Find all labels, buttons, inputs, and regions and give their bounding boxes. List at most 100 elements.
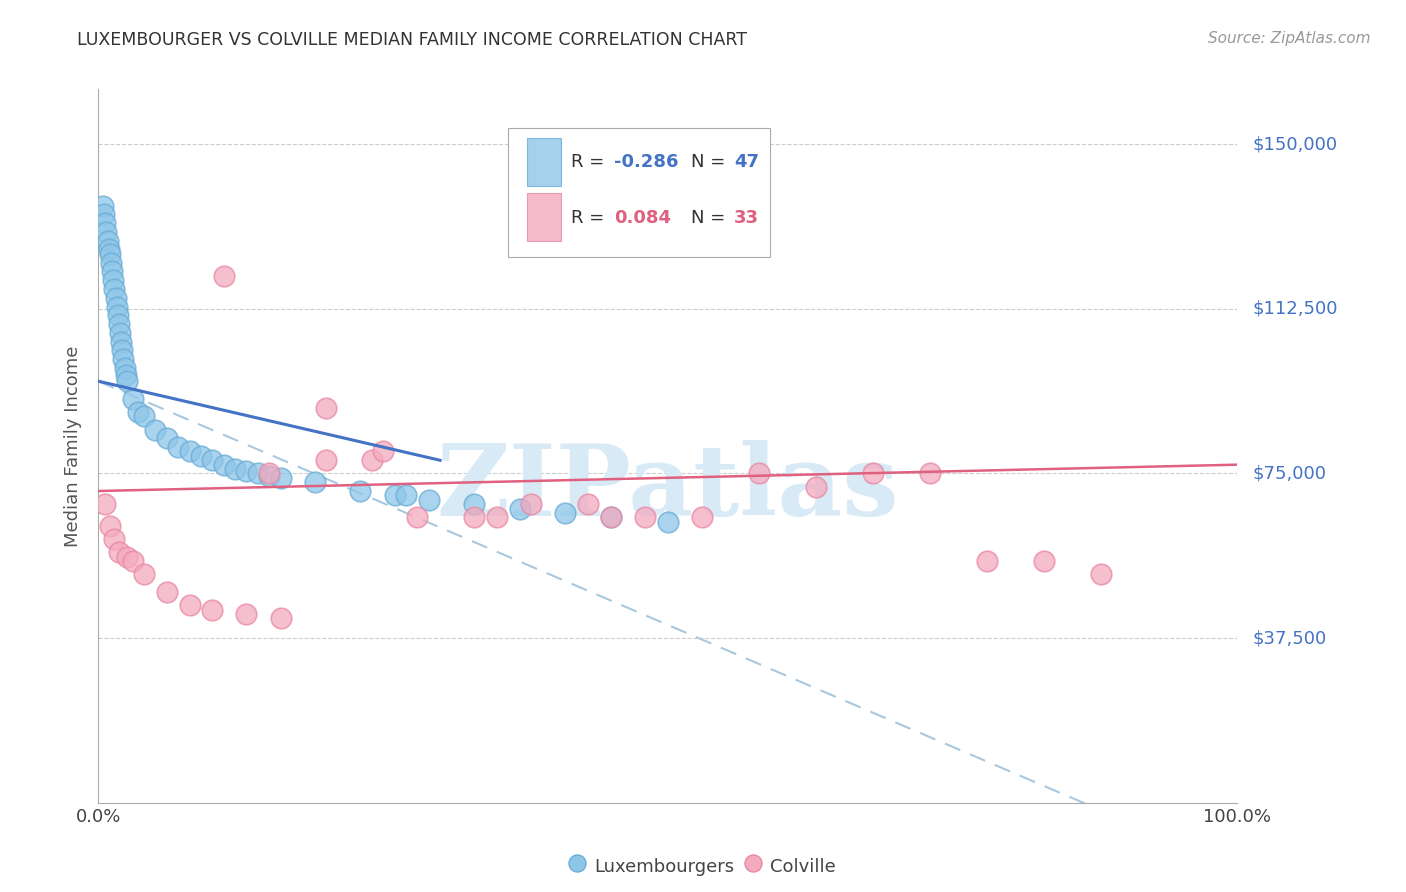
Point: [486, 510, 509, 524]
Point: [156, 585, 179, 599]
Point: [1090, 567, 1112, 582]
Point: [105, 300, 128, 314]
Point: [111, 343, 134, 358]
Point: [108, 545, 131, 559]
Point: [463, 510, 485, 524]
Point: [634, 510, 657, 524]
Point: [576, 497, 599, 511]
Point: [463, 497, 485, 511]
Point: [315, 453, 337, 467]
Text: 33: 33: [734, 209, 759, 227]
Point: [121, 554, 143, 568]
Text: Source: ZipAtlas.com: Source: ZipAtlas.com: [1208, 31, 1371, 46]
Point: [179, 598, 201, 612]
Point: [657, 515, 679, 529]
Point: [201, 453, 224, 467]
Point: [115, 374, 138, 388]
Point: [93, 207, 115, 221]
Point: [360, 453, 382, 467]
Point: [100, 255, 122, 269]
FancyBboxPatch shape: [527, 138, 561, 186]
Point: [1032, 554, 1054, 568]
Point: [918, 467, 941, 481]
Point: [270, 471, 292, 485]
Point: [110, 334, 132, 349]
Point: [94, 216, 117, 230]
Point: [259, 468, 281, 483]
Point: [371, 444, 394, 458]
Point: [127, 405, 149, 419]
Point: [98, 247, 121, 261]
Point: [804, 480, 827, 494]
Point: [112, 352, 135, 367]
Text: N =: N =: [690, 209, 731, 227]
Point: [104, 291, 127, 305]
FancyBboxPatch shape: [527, 194, 561, 241]
Point: [212, 268, 235, 283]
Point: [304, 475, 326, 490]
Point: [742, 796, 765, 810]
Point: [132, 567, 155, 582]
Point: [96, 234, 118, 248]
Point: [600, 510, 623, 524]
Point: [98, 519, 121, 533]
Point: [748, 467, 770, 481]
Text: N =: N =: [690, 153, 731, 171]
Text: 47: 47: [734, 153, 759, 171]
Text: $75,000: $75,000: [1253, 465, 1326, 483]
Text: Luxembourgers: Luxembourgers: [593, 858, 734, 876]
Point: [406, 510, 429, 524]
Point: [101, 264, 124, 278]
Point: [520, 497, 543, 511]
Point: [156, 431, 179, 445]
Point: [108, 317, 131, 331]
Text: LUXEMBOURGER VS COLVILLE MEDIAN FAMILY INCOME CORRELATION CHART: LUXEMBOURGER VS COLVILLE MEDIAN FAMILY I…: [77, 31, 748, 49]
Point: [107, 309, 129, 323]
Point: [190, 449, 212, 463]
Point: [201, 602, 224, 616]
Point: [384, 488, 406, 502]
Point: [246, 467, 269, 481]
Point: [114, 368, 136, 382]
Point: [108, 326, 131, 340]
Point: [115, 549, 138, 564]
Point: [862, 467, 884, 481]
Point: [97, 243, 120, 257]
Point: [690, 510, 713, 524]
Point: [259, 467, 281, 481]
Point: [103, 282, 125, 296]
Point: [315, 401, 337, 415]
Text: R =: R =: [571, 209, 610, 227]
Text: Colville: Colville: [770, 858, 837, 876]
Point: [91, 198, 114, 212]
Point: [132, 409, 155, 424]
Point: [94, 497, 117, 511]
Point: [418, 492, 440, 507]
Point: [395, 488, 418, 502]
Point: [554, 506, 576, 520]
Text: $112,500: $112,500: [1253, 300, 1337, 318]
Point: [224, 462, 246, 476]
Y-axis label: Median Family Income: Median Family Income: [65, 345, 83, 547]
Point: [235, 607, 257, 621]
FancyBboxPatch shape: [509, 128, 770, 257]
Point: [167, 440, 190, 454]
Point: [121, 392, 143, 406]
Point: [565, 796, 588, 810]
Point: [509, 501, 531, 516]
Point: [600, 510, 623, 524]
Point: [270, 611, 292, 625]
Point: [235, 464, 257, 478]
Point: [103, 533, 125, 547]
Text: ZIPatlas: ZIPatlas: [437, 441, 898, 537]
Text: $37,500: $37,500: [1253, 629, 1326, 647]
Point: [212, 458, 235, 472]
Point: [179, 444, 201, 458]
Text: $150,000: $150,000: [1253, 135, 1337, 153]
Text: 0.084: 0.084: [614, 209, 671, 227]
Point: [145, 423, 167, 437]
Point: [103, 273, 125, 287]
Point: [96, 225, 118, 239]
Point: [976, 554, 998, 568]
Text: -0.286: -0.286: [614, 153, 679, 171]
